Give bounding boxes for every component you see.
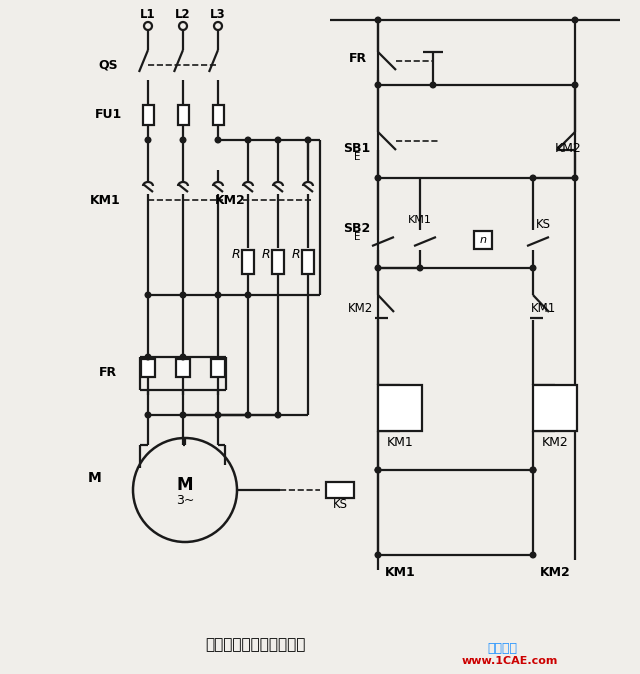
Bar	[242, 250, 254, 274]
Bar	[378, 385, 422, 431]
Text: FR: FR	[99, 367, 117, 379]
Bar	[326, 482, 354, 498]
Circle shape	[530, 175, 536, 181]
Circle shape	[245, 412, 251, 418]
Text: SB2: SB2	[344, 222, 371, 235]
Text: L3: L3	[210, 7, 226, 20]
Bar	[212, 105, 223, 125]
Bar	[141, 359, 155, 377]
Circle shape	[145, 137, 151, 143]
Circle shape	[180, 137, 186, 143]
Text: KS: KS	[536, 218, 550, 231]
Text: M: M	[177, 476, 193, 494]
Text: www.1CAE.com: www.1CAE.com	[462, 656, 558, 666]
Text: KM1: KM1	[531, 301, 556, 315]
Text: SB1: SB1	[344, 142, 371, 154]
Circle shape	[375, 175, 381, 181]
Bar	[177, 105, 189, 125]
Bar	[302, 250, 314, 274]
Circle shape	[145, 355, 151, 360]
Text: R: R	[292, 249, 300, 262]
Circle shape	[245, 293, 251, 298]
Text: KM2: KM2	[348, 301, 373, 315]
Circle shape	[215, 293, 221, 298]
Circle shape	[215, 412, 221, 418]
Text: 3~: 3~	[176, 493, 194, 506]
Circle shape	[430, 82, 436, 88]
Bar	[176, 359, 190, 377]
Circle shape	[275, 137, 281, 143]
Text: R: R	[262, 249, 270, 262]
Circle shape	[417, 265, 423, 271]
Text: QS: QS	[98, 59, 118, 71]
Circle shape	[572, 82, 578, 88]
Circle shape	[530, 467, 536, 472]
Circle shape	[215, 137, 221, 143]
Text: KM1: KM1	[408, 215, 432, 225]
Circle shape	[530, 552, 536, 558]
Text: FR: FR	[349, 51, 367, 65]
Text: FU1: FU1	[94, 109, 122, 121]
Bar	[474, 231, 492, 249]
Bar	[143, 105, 154, 125]
Circle shape	[375, 467, 381, 472]
Circle shape	[275, 412, 281, 418]
Text: KS: KS	[333, 499, 348, 512]
Text: n: n	[479, 235, 486, 245]
Circle shape	[145, 293, 151, 298]
Circle shape	[180, 293, 186, 298]
Circle shape	[375, 467, 381, 472]
Bar	[533, 385, 577, 431]
Circle shape	[572, 175, 578, 181]
Text: KM1: KM1	[90, 193, 120, 206]
Text: 仿真在线: 仿真在线	[487, 642, 517, 654]
Text: E: E	[354, 232, 360, 242]
Circle shape	[530, 467, 536, 472]
Text: L1: L1	[140, 7, 156, 20]
Circle shape	[245, 137, 251, 143]
Circle shape	[180, 412, 186, 418]
Text: KM2: KM2	[556, 142, 582, 154]
Text: R: R	[232, 249, 240, 262]
Text: KM1: KM1	[387, 437, 413, 450]
Circle shape	[145, 412, 151, 418]
Text: KM2: KM2	[540, 565, 570, 578]
Circle shape	[375, 265, 381, 271]
Text: M: M	[88, 471, 102, 485]
Circle shape	[375, 82, 381, 88]
Circle shape	[375, 18, 381, 23]
Text: L2: L2	[175, 7, 191, 20]
Circle shape	[572, 18, 578, 23]
Text: KM2: KM2	[541, 437, 568, 450]
Bar	[272, 250, 284, 274]
Circle shape	[530, 265, 536, 271]
Circle shape	[180, 355, 186, 360]
Text: KM1: KM1	[385, 565, 415, 578]
Text: KM2: KM2	[214, 193, 245, 206]
Bar	[211, 359, 225, 377]
Text: 单向反接制动的控制线路: 单向反接制动的控制线路	[205, 638, 305, 652]
Text: E: E	[354, 152, 360, 162]
Circle shape	[375, 552, 381, 558]
Circle shape	[305, 137, 311, 143]
